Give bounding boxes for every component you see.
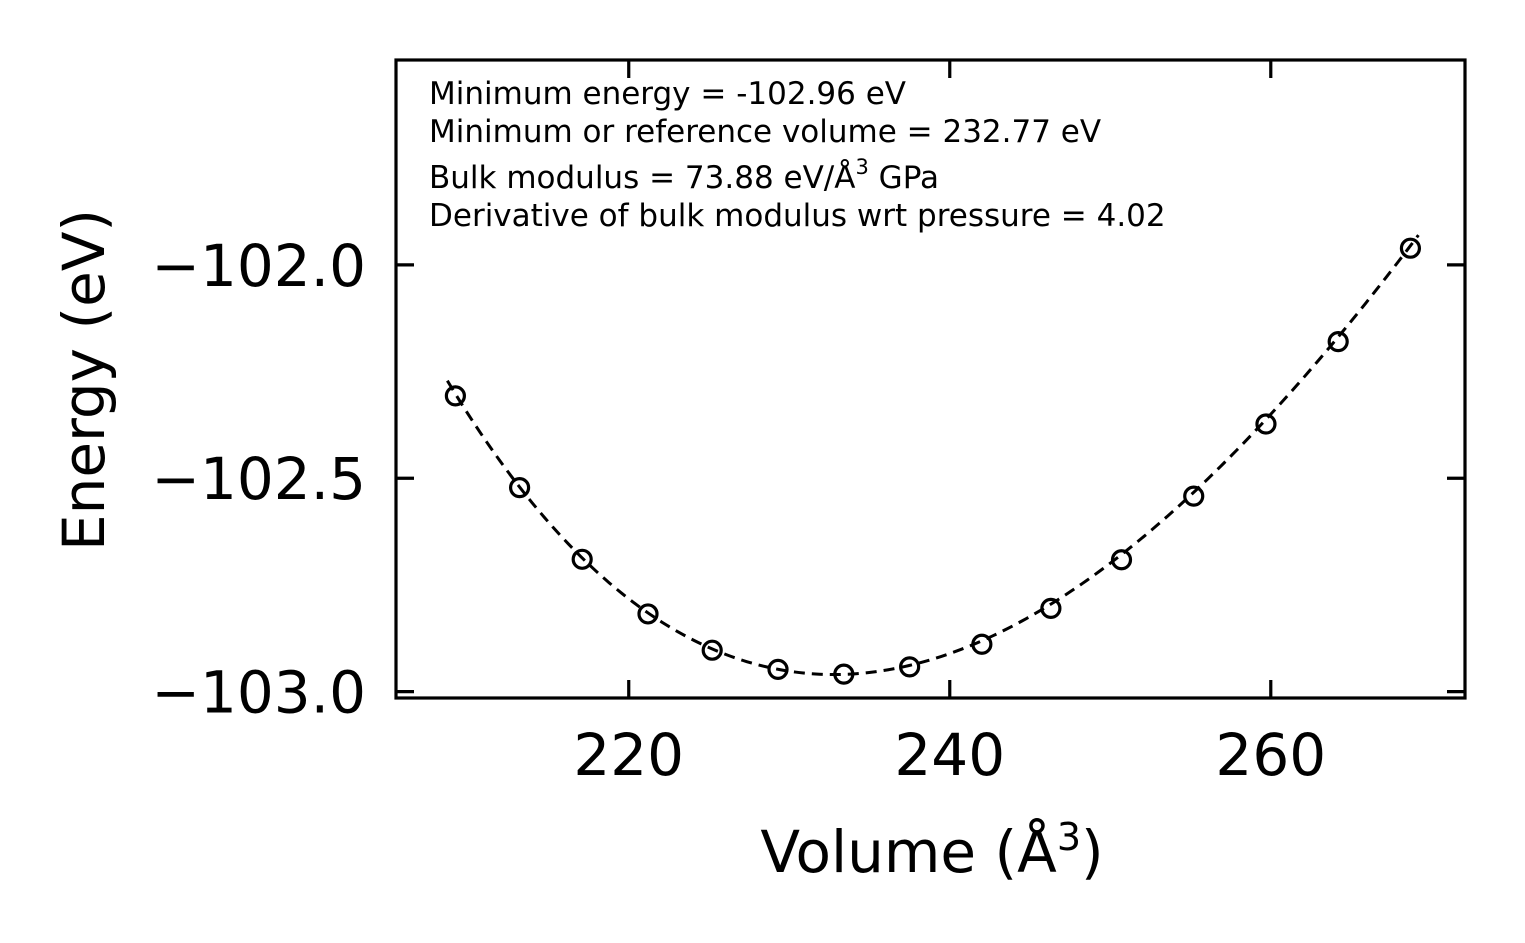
data-point — [1110, 549, 1133, 571]
x-tick-label: 220 — [573, 721, 684, 789]
y-tick-labels: −102.0 −102.5 −103.0 — [151, 232, 366, 727]
fit-annotations: Minimum energy = -102.96 eV Minimum or r… — [429, 76, 1166, 234]
fit-curve — [446, 234, 1420, 677]
data-point — [833, 663, 855, 685]
x-axis-title: Volume (Å3) — [760, 815, 1103, 886]
data-point — [637, 603, 659, 625]
data-point — [1327, 331, 1349, 353]
data-point — [971, 633, 993, 655]
y-axis-title: Energy (eV) — [50, 209, 118, 551]
data-point — [1255, 413, 1277, 435]
data-point — [508, 477, 531, 499]
y-tick-label: −102.0 — [151, 232, 366, 300]
data-point — [1040, 597, 1062, 619]
data-point — [571, 548, 593, 570]
data-points — [444, 237, 1422, 685]
y-tick-label: −102.5 — [151, 445, 366, 513]
annotation-min-energy: Minimum energy = -102.96 eV — [429, 76, 906, 112]
annotation-min-volume: Minimum or reference volume = 232.77 eV — [429, 114, 1101, 150]
annotation-bulk-modulus: Bulk modulus = 73.88 eV/Å3 GPa — [429, 155, 939, 196]
data-point — [767, 658, 789, 681]
plot-frame — [394, 58, 1467, 700]
data-point — [1183, 485, 1205, 507]
x-tick-labels: 220 240 260 — [573, 721, 1326, 789]
axis-ticks — [396, 60, 1465, 698]
y-tick-label: −103.0 — [151, 659, 366, 727]
x-tick-label: 240 — [894, 721, 1005, 789]
data-point — [899, 656, 921, 678]
data-point — [1399, 237, 1422, 259]
x-tick-label: 260 — [1215, 721, 1326, 789]
data-point — [444, 385, 466, 407]
annotation-bulk-modulus-derivative: Derivative of bulk modulus wrt pressure … — [429, 198, 1166, 234]
data-point — [701, 639, 723, 661]
